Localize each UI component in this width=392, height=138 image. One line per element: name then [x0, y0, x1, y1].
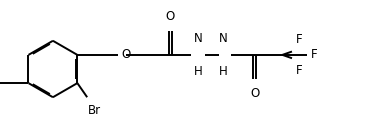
Text: F: F — [311, 48, 318, 61]
Text: F: F — [296, 64, 303, 77]
Text: N: N — [219, 32, 228, 45]
Text: F: F — [296, 33, 303, 46]
Text: O: O — [122, 48, 131, 61]
Text: H: H — [194, 65, 203, 78]
Text: Br: Br — [88, 104, 101, 117]
Text: N: N — [194, 32, 203, 45]
Text: O: O — [166, 10, 175, 23]
Text: H: H — [219, 65, 228, 78]
Text: O: O — [250, 87, 259, 100]
